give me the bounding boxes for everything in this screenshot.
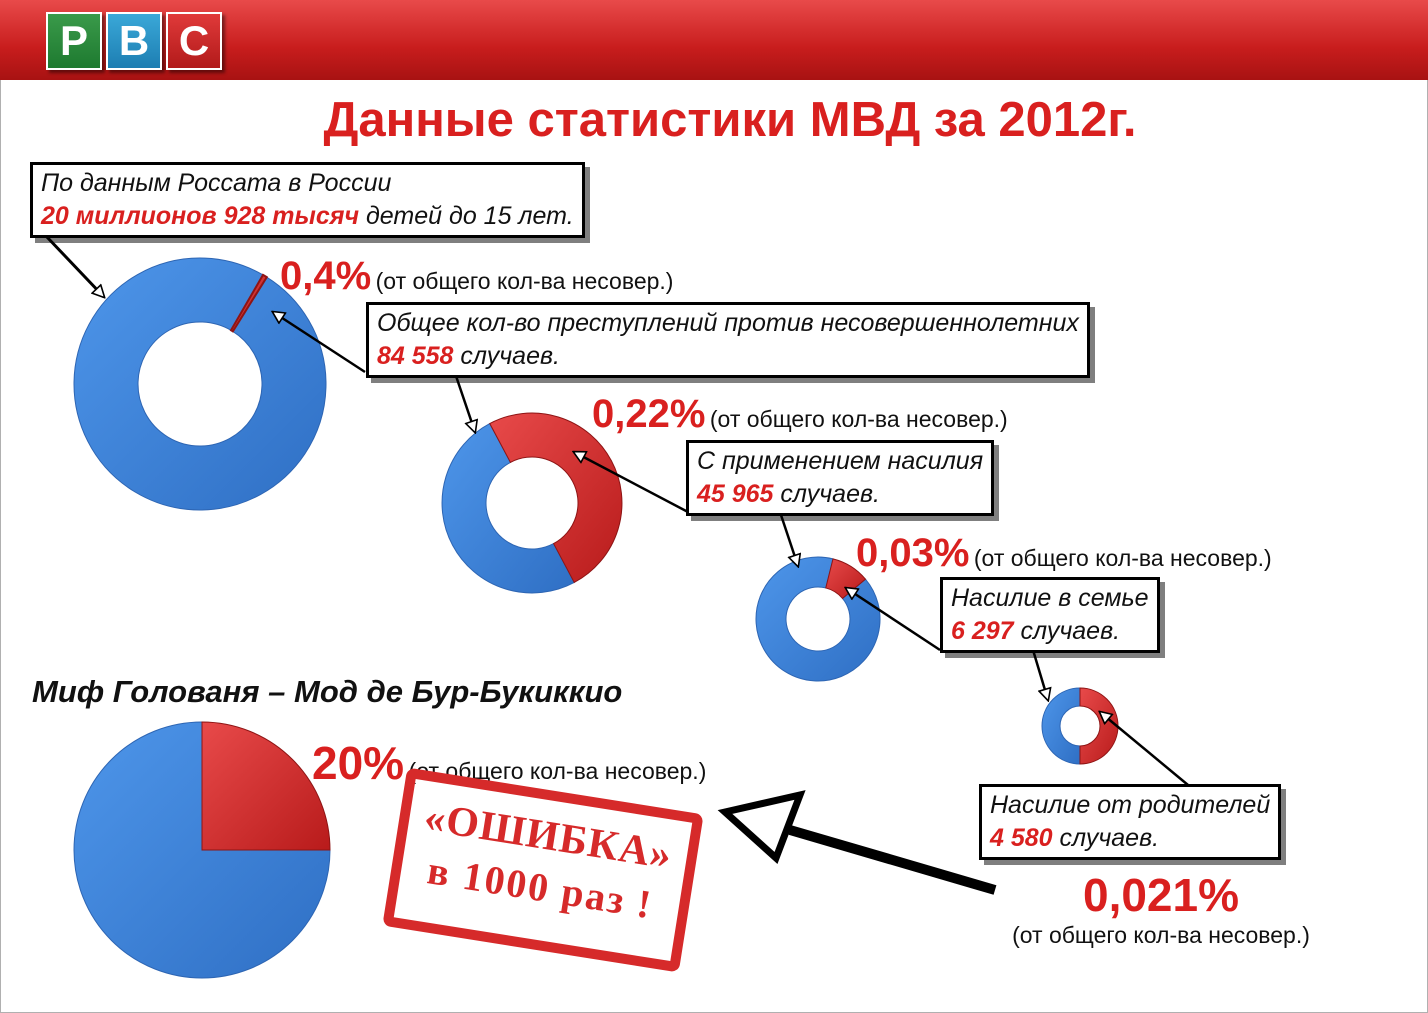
box-parents-rest: случаев. [1059,824,1160,852]
chart-slice-red-4 [201,721,331,851]
pct-value-4: 20% [312,737,405,789]
arrow-parents-to-donut3 [1100,712,1189,786]
pct-note-1: (от общего кол-ва несовер.) [709,406,1008,432]
donut-chart-family [1041,687,1119,765]
chart-slice-red-3 [1079,687,1119,765]
box-rosstat-number: 20 миллионов 928 тысяч [41,202,360,230]
pct-label-2: 0,03% (от общего кол-ва несовер.) [856,531,1272,576]
pct-label-4: 20% (от общего кол-ва несовер.) [312,736,706,790]
big-arrow [717,790,997,895]
box-rosstat-rest: детей до 15 лет. [365,202,574,230]
box-total-rest: случаев. [460,342,560,370]
rvs-logo: Р В С [46,12,222,70]
header-bar: Р В С [0,0,1428,80]
box-family-number: 6 297 [951,617,1014,645]
box-total: Общее кол-во преступлений против несовер… [366,302,1090,378]
chart-slice-red-0 [229,273,269,333]
logo-letter-v: В [106,12,162,70]
box-rosstat: По данным Россата в России 20 миллионов … [30,162,585,238]
pct-value-0: 0,4% [280,254,372,298]
chart-slice-red-1 [489,412,623,584]
donut-chart-rosstat [73,257,327,511]
pct-value-2: 0,03% [856,531,970,575]
pct-value-1: 0,22% [592,392,706,436]
logo-letter-r: Р [46,12,102,70]
pct-label-3: 0,021% (от общего кол-ва несовер.) [976,868,1346,949]
arrow-total-to-donut0 [273,312,366,374]
chart-slice-blue-1 [441,422,575,594]
pct-note-0: (от общего кол-ва несовер.) [375,268,674,294]
box-violence-rest: случаев. [780,480,880,508]
chart-slice-blue-4 [73,721,331,979]
pct-note-4: (от общего кол-ва несовер.) [408,758,707,784]
arrow-family-to-donut2 [846,588,941,652]
logo-letter-s: С [166,12,222,70]
chart-slice-blue-0 [73,257,327,511]
myth-title: Миф Голованя – Мод де Бур-Букиккио [32,674,623,709]
arrow-total-to-donut1 [453,372,475,432]
arrow-family-to-donut3 [1031,649,1048,700]
page-title: Данные статистики МВД за 2012г. [323,93,1137,147]
donut-chart-total [441,412,623,594]
arrow-rosstat [44,234,104,297]
pct-label-0: 0,4% (от общего кол-ва несовер.) [280,254,673,299]
arrow-violence-to-donut1 [574,452,689,514]
box-parents: Насилие от родителей 4 580 случаев. [979,784,1282,860]
box-parents-line1: Насилие от родителей [990,791,1271,819]
pie-chart-myth [73,721,331,979]
pct-note-3: (от общего кол-ва несовер.) [1012,922,1310,948]
box-rosstat-line1: По данным Россата в России [41,169,392,197]
box-total-line1: Общее кол-во преступлений против несовер… [377,309,1079,337]
box-family: Насилие в семье 6 297 случаев. [940,577,1160,653]
box-violence-number: 45 965 [697,480,774,508]
chart-slice-blue-3 [1041,687,1081,765]
pct-note-2: (от общего кол-ва несовер.) [973,545,1272,571]
box-total-number: 84 558 [377,342,454,370]
box-violence: С применением насилия 45 965 случаев. [686,440,995,516]
box-parents-number: 4 580 [990,824,1053,852]
arrow-violence-to-donut2 [778,511,798,566]
pct-value-3: 0,021% [1082,869,1239,921]
box-violence-line1: С применением насилия [697,447,984,475]
box-family-rest: случаев. [1020,617,1121,645]
pct-label-1: 0,22% (от общего кол-ва несовер.) [592,392,1008,437]
box-family-line1: Насилие в семье [951,584,1149,612]
